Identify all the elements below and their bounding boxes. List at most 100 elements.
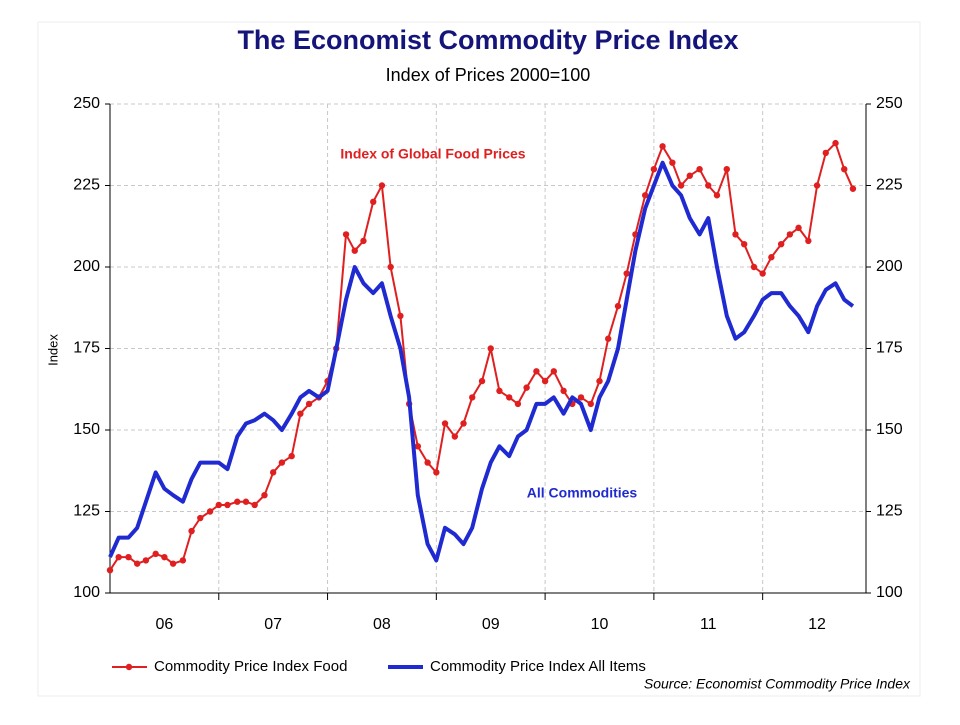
data-point <box>732 231 739 238</box>
data-point <box>805 237 812 245</box>
data-point <box>541 377 549 385</box>
annotation: All Commodities <box>527 485 638 501</box>
data-point <box>759 270 766 277</box>
data-point <box>577 394 585 401</box>
data-point <box>261 492 268 499</box>
y2-tick-label: 200 <box>876 258 903 275</box>
data-point <box>533 368 540 375</box>
data-point <box>269 469 277 476</box>
data-point <box>133 560 141 567</box>
data-point <box>197 514 204 522</box>
data-point <box>587 400 594 408</box>
data-point <box>370 198 377 205</box>
data-point <box>351 247 358 254</box>
y-tick-label: 175 <box>73 340 100 357</box>
data-point <box>342 231 350 238</box>
data-point <box>297 410 304 417</box>
data-point <box>650 166 658 173</box>
data-point <box>115 553 122 561</box>
y2-tick-label: 250 <box>876 95 903 112</box>
data-point <box>705 182 712 189</box>
y-tick-label: 150 <box>73 421 100 438</box>
data-point <box>288 452 295 460</box>
data-point <box>659 143 666 150</box>
legend-marker <box>125 663 133 671</box>
data-point <box>669 159 676 166</box>
y2-tick-label: 125 <box>876 503 903 520</box>
data-point <box>433 469 440 476</box>
data-point <box>387 263 394 271</box>
data-point <box>305 400 313 408</box>
data-point <box>242 498 250 505</box>
data-point <box>677 182 685 189</box>
annotation: Index of Global Food Prices <box>340 146 525 162</box>
data-point <box>460 420 467 427</box>
data-point <box>777 240 785 248</box>
source-note: Source: Economist Commodity Price Index <box>644 676 911 692</box>
chart-title: The Economist Commodity Price Index <box>237 25 738 55</box>
data-point <box>397 312 404 320</box>
data-point <box>414 443 422 450</box>
data-point <box>378 182 386 189</box>
data-point <box>849 185 857 192</box>
data-point <box>560 387 567 395</box>
data-point <box>106 566 114 574</box>
legend-label: Commodity Price Index Food <box>154 658 347 675</box>
data-point <box>441 420 449 427</box>
data-point <box>161 553 168 561</box>
data-point <box>768 254 775 261</box>
x-tick-label: 08 <box>373 616 391 633</box>
x-tick-label: 10 <box>591 616 609 633</box>
data-point <box>750 263 758 271</box>
data-point <box>234 498 241 505</box>
data-point <box>152 550 159 558</box>
y-tick-label: 200 <box>73 258 100 275</box>
data-point <box>206 508 214 515</box>
y2-tick-label: 150 <box>876 421 903 438</box>
data-point <box>596 377 603 385</box>
data-point <box>125 553 132 561</box>
data-point <box>514 400 522 408</box>
data-point <box>224 501 231 509</box>
data-point <box>641 192 649 199</box>
data-point <box>469 394 476 401</box>
y2-tick-label: 175 <box>876 340 903 357</box>
data-point <box>723 166 730 173</box>
data-point <box>713 192 721 199</box>
x-tick-label: 12 <box>808 616 826 633</box>
y-tick-label: 125 <box>73 503 100 520</box>
y-axis-label: Index <box>45 334 60 366</box>
x-tick-label: 11 <box>700 616 717 633</box>
data-point <box>822 149 829 157</box>
data-point <box>614 302 622 310</box>
data-point <box>487 345 494 352</box>
x-tick-label: 09 <box>482 616 500 633</box>
data-point <box>360 237 367 245</box>
data-point <box>496 387 503 395</box>
data-point <box>696 166 703 173</box>
data-point <box>523 384 530 391</box>
x-tick-label: 07 <box>264 616 282 633</box>
y-tick-label: 100 <box>73 584 100 601</box>
x-tick-label: 06 <box>155 616 173 633</box>
data-point <box>795 224 802 232</box>
data-point <box>623 270 630 277</box>
data-point <box>179 557 187 564</box>
data-point <box>142 557 150 564</box>
data-point <box>506 394 513 401</box>
data-point <box>215 501 222 509</box>
legend-label: Commodity Price Index All Items <box>430 658 646 675</box>
data-point <box>278 459 286 466</box>
data-point <box>424 459 431 466</box>
y-tick-label: 250 <box>73 95 100 112</box>
data-point <box>832 139 839 147</box>
data-point <box>251 501 258 509</box>
y-tick-label: 225 <box>73 177 100 194</box>
data-point <box>550 368 558 375</box>
data-point <box>188 527 195 535</box>
data-point <box>841 166 848 173</box>
data-point <box>604 335 612 342</box>
data-point <box>686 172 693 179</box>
data-point <box>451 433 459 440</box>
